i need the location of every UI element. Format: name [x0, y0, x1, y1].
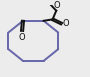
Text: O: O: [63, 19, 70, 28]
Text: O: O: [53, 1, 60, 10]
Text: O: O: [19, 33, 25, 42]
